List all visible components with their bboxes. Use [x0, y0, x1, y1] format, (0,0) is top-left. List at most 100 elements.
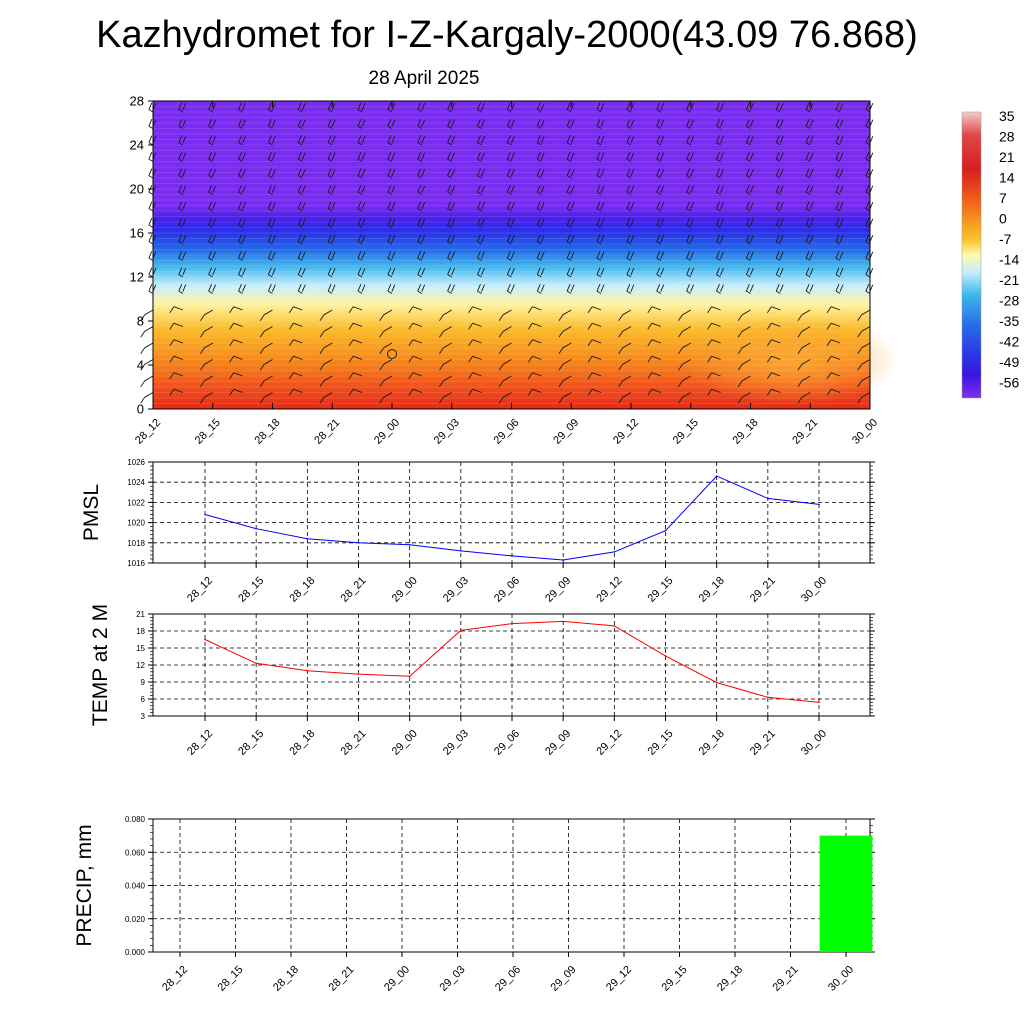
wind-barb: [357, 250, 366, 261]
wind-barb: [439, 375, 452, 388]
wind-barb: [857, 375, 871, 388]
wind-barb-flag: [536, 102, 541, 110]
y-tick-label: 12: [136, 661, 145, 670]
wind-barb: [596, 118, 605, 129]
wind-barb: [417, 201, 426, 212]
wind-barb: [656, 135, 665, 146]
wind-barb-staff: [566, 125, 572, 129]
wind-barb-staff: [865, 109, 871, 113]
wind-barb-staff: [148, 290, 154, 294]
wind-barb-staff: [536, 109, 542, 113]
wind-barb-flag: [805, 168, 810, 176]
wind-barb-flag: [536, 151, 541, 160]
wind-barb-flag: [678, 364, 683, 371]
wind-barb-flag: [690, 234, 695, 243]
wind-barb-flag: [835, 267, 840, 275]
wind-barb: [259, 309, 273, 322]
wind-barb-staff: [178, 191, 184, 195]
wind-barb-flag: [766, 306, 772, 313]
wind-barb-staff: [352, 388, 363, 393]
wind-barb: [826, 322, 841, 330]
wind-barb-staff: [507, 158, 512, 162]
wind-barb-flag: [238, 267, 242, 275]
wind-barb-staff: [861, 326, 871, 332]
wind-barb-flag: [720, 119, 724, 127]
wind-barb-flag: [327, 168, 332, 176]
wind-barb-flag: [536, 250, 541, 259]
wind-barb-staff: [208, 125, 213, 129]
wind-barb-staff: [711, 372, 721, 377]
wind-barb-staff: [656, 257, 662, 261]
wind-barb-flag: [857, 364, 863, 371]
wind-barb-flag: [331, 135, 336, 144]
wind-barb-flag: [865, 217, 870, 226]
wind-barb: [357, 151, 366, 162]
wind-barb-flag: [477, 234, 481, 242]
wind-barb-flag: [331, 234, 336, 243]
wind-barb: [327, 201, 336, 212]
wind-barb-flag: [481, 234, 485, 243]
wind-barb-flag: [660, 267, 665, 276]
wind-barb-flag: [208, 217, 213, 226]
wind-barb-flag: [630, 135, 635, 144]
wind-barb-flag: [536, 267, 541, 275]
wind-barb-flag: [707, 322, 712, 330]
wind-barb-staff: [716, 158, 721, 162]
wind-barb-staff: [387, 241, 393, 245]
wind-barb-staff: [686, 257, 691, 261]
wind-barb: [686, 217, 695, 228]
wind-barb-staff: [208, 142, 213, 146]
data-point: [613, 625, 616, 627]
wind-barb-flag: [835, 250, 840, 259]
wind-barb: [408, 306, 423, 313]
wind-barb-flag: [716, 267, 720, 275]
wind-barb-staff: [536, 224, 542, 228]
wind-barb: [805, 135, 814, 146]
wind-barb-staff: [238, 224, 243, 228]
y-tick-label: 0.060: [125, 848, 146, 857]
wind-barb: [805, 217, 814, 228]
wind-barb: [527, 339, 542, 346]
wind-barb-flag: [387, 168, 392, 176]
wind-barb-flag: [596, 135, 601, 143]
wind-barb: [587, 306, 602, 313]
wind-barb-flag: [178, 168, 183, 176]
wind-barb-flag: [169, 322, 175, 330]
wind-barb-staff: [596, 158, 602, 162]
wind-barb-flag: [720, 234, 724, 243]
wind-barb-flag: [319, 331, 325, 338]
wind-barb-flag: [421, 284, 426, 292]
wind-barb-flag: [387, 151, 392, 160]
wind-barb-flag: [477, 201, 481, 209]
wind-barb: [626, 234, 635, 245]
x-tick-label: 28_21: [312, 417, 342, 447]
wind-barb: [826, 306, 841, 313]
wind-barb-flag: [357, 168, 362, 176]
x-tick-label: 29_06: [492, 728, 522, 758]
wind-barb-flag: [570, 119, 575, 127]
wind-barb-flag: [182, 152, 187, 160]
wind-barb-staff: [716, 175, 721, 179]
wind-barb-staff: [447, 257, 452, 261]
data-point: [767, 497, 769, 500]
wind-barb: [596, 267, 605, 278]
wind-barb-flag: [259, 347, 265, 355]
wind-barb-staff: [536, 290, 542, 294]
wind-barb-staff: [297, 274, 303, 278]
wind-barb-flag: [686, 283, 691, 292]
wind-barb: [178, 283, 187, 294]
wind-barb: [408, 322, 423, 330]
wind-barb: [447, 217, 456, 228]
wind-barb-flag: [647, 322, 653, 330]
wind-barb-flag: [540, 102, 545, 111]
wind-barb: [447, 168, 456, 179]
wind-barb-staff: [835, 241, 841, 245]
wind-barb-flag: [242, 102, 246, 111]
wind-barb-flag: [387, 118, 392, 127]
wind-barb-staff: [775, 290, 781, 294]
wind-barb-staff: [801, 309, 811, 316]
wind-barb-flag: [749, 267, 754, 276]
wind-barb: [417, 184, 426, 195]
wind-barb-flag: [357, 118, 362, 127]
